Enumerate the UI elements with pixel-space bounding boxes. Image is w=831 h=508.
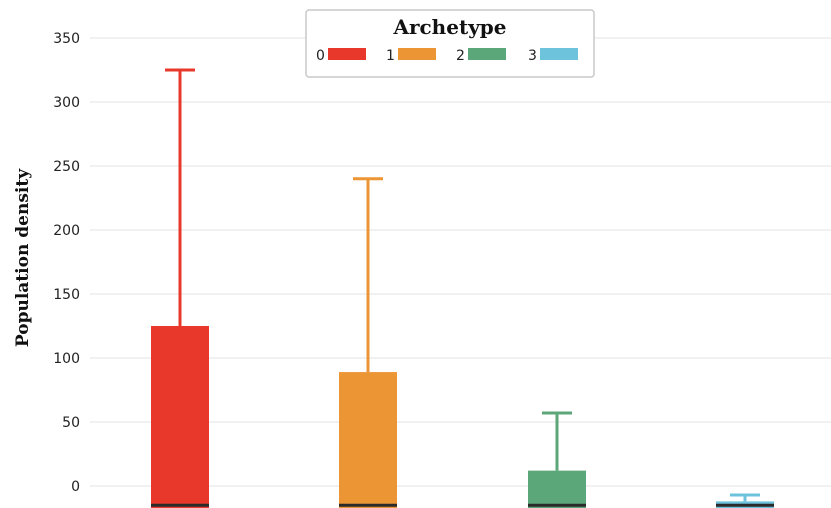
y-tick-label: 100 — [53, 351, 80, 367]
box-iqr — [151, 326, 209, 508]
legend: Archetype 0 1 2 3 — [305, 9, 595, 78]
y-tick-label: 300 — [53, 95, 80, 111]
legend-label: 2 — [456, 48, 465, 64]
legend-swatch — [328, 48, 366, 60]
legend-title: Archetype — [392, 15, 506, 39]
y-tick-label: 150 — [53, 287, 80, 303]
legend-item-2: 2 — [456, 48, 506, 64]
box-archetype-3 — [716, 493, 774, 508]
box-archetype-2 — [528, 411, 586, 508]
y-tick-label: 50 — [62, 415, 80, 431]
legend-label: 3 — [528, 48, 537, 64]
box-iqr — [528, 470, 586, 508]
grid-lines — [90, 37, 831, 487]
legend-frame — [305, 9, 595, 78]
legend-label: 1 — [386, 48, 395, 64]
y-tick-label: 350 — [53, 31, 80, 47]
legend-item-0: 0 — [316, 48, 366, 64]
legend-label: 0 — [316, 48, 325, 64]
y-axis-ticks: 0 50 100 150 200 250 300 350 — [53, 31, 80, 495]
box-archetype-1 — [339, 177, 397, 508]
box-iqr — [339, 372, 397, 508]
y-axis-label: Population density — [13, 168, 33, 347]
legend-item-3: 3 — [528, 48, 578, 64]
legend-item-1: 1 — [386, 48, 436, 64]
legend-swatch — [468, 48, 506, 60]
y-tick-label: 0 — [71, 479, 80, 495]
boxes — [151, 68, 774, 508]
box-archetype-0 — [151, 68, 209, 508]
y-tick-label: 200 — [53, 223, 80, 239]
legend-swatch — [540, 48, 578, 60]
legend-items: 0 1 2 3 — [316, 48, 578, 64]
y-tick-label: 250 — [53, 159, 80, 175]
legend-swatch — [398, 48, 436, 60]
